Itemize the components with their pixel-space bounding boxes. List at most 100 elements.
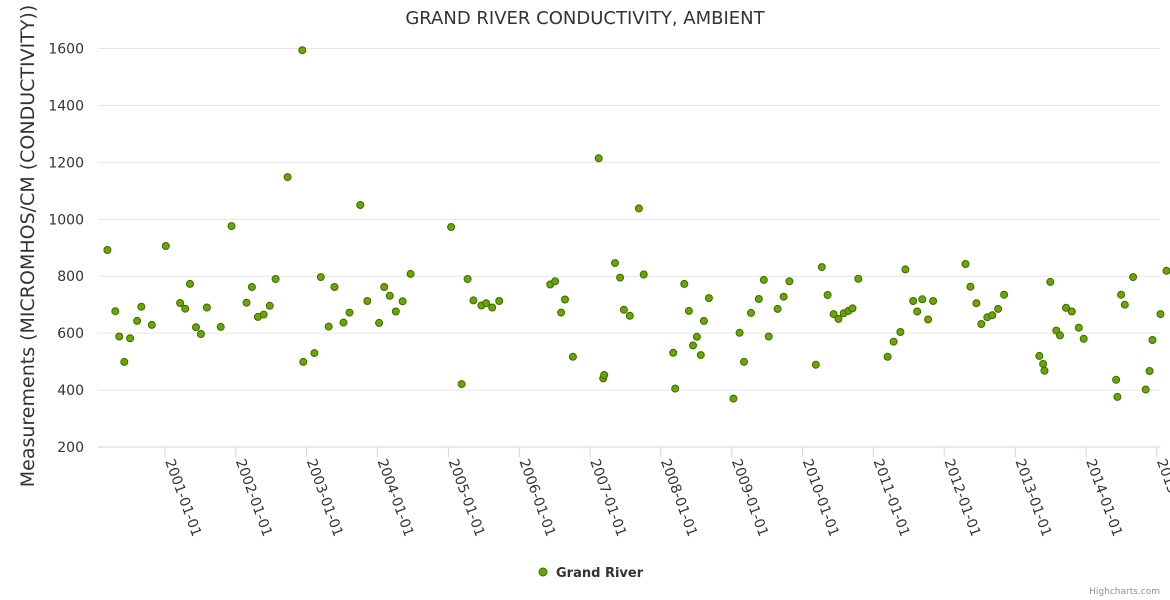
data-point[interactable] [773,304,782,313]
legend-item-grand-river[interactable]: Grand River [556,566,644,581]
data-point[interactable] [557,308,566,317]
data-point[interactable] [488,303,497,312]
data-point[interactable] [176,299,185,307]
data-point[interactable] [1074,323,1083,332]
data-point[interactable] [1156,310,1165,319]
data-point[interactable] [391,307,400,316]
data-point[interactable] [680,279,689,288]
data-point[interactable] [316,273,325,282]
data-point[interactable] [735,328,744,337]
data-point[interactable] [247,283,256,291]
data-point[interactable] [561,295,569,304]
data-point[interactable] [1120,300,1129,309]
data-point[interactable] [639,270,648,279]
data-point[interactable] [918,295,927,304]
credits-link[interactable]: Highcharts.com [1089,587,1160,597]
data-point[interactable] [896,328,905,336]
data-point[interactable] [137,302,146,311]
data-point[interactable] [634,204,643,213]
data-point[interactable] [616,273,625,282]
data-point[interactable] [889,337,898,346]
data-point[interactable] [913,307,922,316]
data-point[interactable] [611,259,619,268]
data-point[interactable] [271,275,280,283]
data-point[interactable] [568,352,577,361]
data-point[interactable] [966,282,975,291]
data-point[interactable] [380,283,389,291]
data-point[interactable] [909,297,918,305]
data-point[interactable] [817,263,826,272]
data-point[interactable] [764,332,773,341]
data-point[interactable] [406,269,415,278]
data-point[interactable] [1145,367,1154,375]
data-point[interactable] [147,320,156,329]
data-point[interactable] [259,310,268,319]
data-point[interactable] [1162,266,1170,275]
data-point[interactable] [463,275,472,283]
data-point[interactable] [972,299,981,308]
data-point[interactable] [689,341,697,350]
data-point[interactable] [1117,290,1126,299]
data-point[interactable] [283,173,292,182]
data-point[interactable] [482,299,491,308]
data-point[interactable] [457,380,466,389]
data-point[interactable] [242,298,251,307]
data-point[interactable] [692,332,701,341]
data-point[interactable] [929,297,938,305]
data-point[interactable] [883,352,892,361]
data-point[interactable] [1129,273,1138,282]
data-point[interactable] [988,311,997,320]
data-point[interactable] [120,357,129,366]
data-point[interactable] [495,297,504,305]
data-point[interactable] [126,334,135,343]
series-grand-river[interactable] [103,46,1170,403]
data-point[interactable] [115,332,124,341]
data-point[interactable] [161,242,170,250]
data-point[interactable] [671,384,680,393]
data-point[interactable] [901,265,910,274]
data-point[interactable] [1062,303,1070,312]
data-point[interactable] [1079,334,1088,343]
data-point[interactable] [823,291,832,299]
data-point[interactable] [1148,336,1157,344]
data-point[interactable] [1046,277,1055,286]
data-point[interactable] [551,277,560,286]
data-point[interactable] [704,294,713,303]
data-point[interactable] [196,330,205,338]
data-point[interactable] [779,292,788,301]
data-point[interactable] [103,246,112,254]
data-point[interactable] [375,318,384,327]
data-point[interactable] [994,304,1003,313]
data-point[interactable] [1113,392,1122,401]
data-point[interactable] [345,308,354,317]
data-point[interactable] [1112,375,1121,384]
data-point[interactable] [181,304,190,313]
data-point[interactable] [696,351,705,360]
data-point[interactable] [625,311,634,320]
data-point[interactable] [186,279,194,288]
legend[interactable]: Grand River [538,566,644,581]
data-point[interactable] [977,320,986,328]
data-point[interactable] [385,291,394,300]
data-point[interactable] [330,283,339,291]
data-point[interactable] [227,222,236,231]
data-point[interactable] [754,295,763,303]
data-point[interactable] [1040,366,1049,375]
data-point[interactable] [829,310,838,319]
data-point[interactable] [924,315,933,324]
data-point[interactable] [834,314,843,323]
data-point[interactable] [729,394,738,403]
data-point[interactable] [216,322,225,331]
data-point[interactable] [854,274,863,283]
data-point[interactable] [747,308,755,317]
data-point[interactable] [324,322,333,331]
data-point[interactable] [594,154,603,163]
data-point[interactable] [848,304,857,313]
data-point[interactable] [339,318,348,327]
data-point[interactable] [961,260,970,268]
data-point[interactable] [299,357,308,366]
data-point[interactable] [398,297,407,306]
data-point[interactable] [469,296,478,305]
data-point[interactable] [298,46,307,55]
data-point[interactable] [447,223,456,231]
